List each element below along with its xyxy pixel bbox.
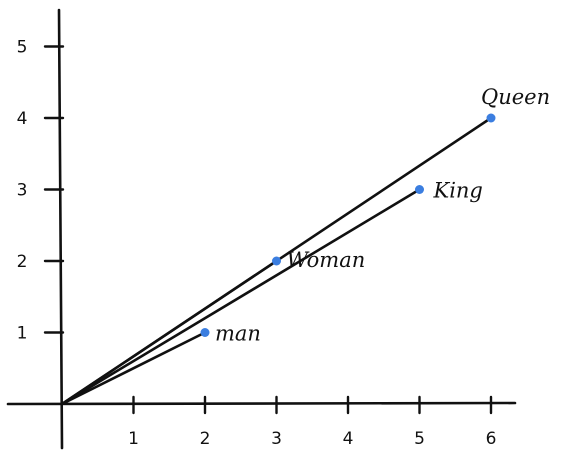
vector-man <box>60 331 207 406</box>
x-tick-label: 3 <box>271 429 282 449</box>
data-points <box>200 113 496 337</box>
axes <box>6 8 517 450</box>
x-tick-label: 6 <box>486 429 497 449</box>
x-axis <box>6 401 517 406</box>
point-label-king: King <box>433 179 483 203</box>
point-queen <box>486 113 496 123</box>
point-man <box>200 328 210 337</box>
y-tick-label: 5 <box>17 38 28 58</box>
x-tick-label: 1 <box>128 429 139 449</box>
y-tick-label: 1 <box>17 324 28 344</box>
point-label-queen: Queen <box>481 85 550 109</box>
point-label-woman: Woman <box>287 248 366 272</box>
point-label-man: man <box>215 322 261 346</box>
x-tick-label: 2 <box>200 429 211 449</box>
y-tick-label: 3 <box>17 181 28 201</box>
y-axis <box>57 8 64 450</box>
vector-king <box>60 188 421 406</box>
ticks: 1 2 3 4 5 6 1 2 3 4 5 <box>17 38 497 450</box>
point-woman <box>272 256 281 266</box>
point-king <box>415 185 424 194</box>
x-tick-label: 4 <box>343 429 354 449</box>
point-labels: man Woman King Queen <box>215 85 550 346</box>
x-tick-label: 5 <box>414 429 425 449</box>
y-tick-label: 4 <box>17 109 28 129</box>
y-tick-label: 2 <box>17 252 28 272</box>
